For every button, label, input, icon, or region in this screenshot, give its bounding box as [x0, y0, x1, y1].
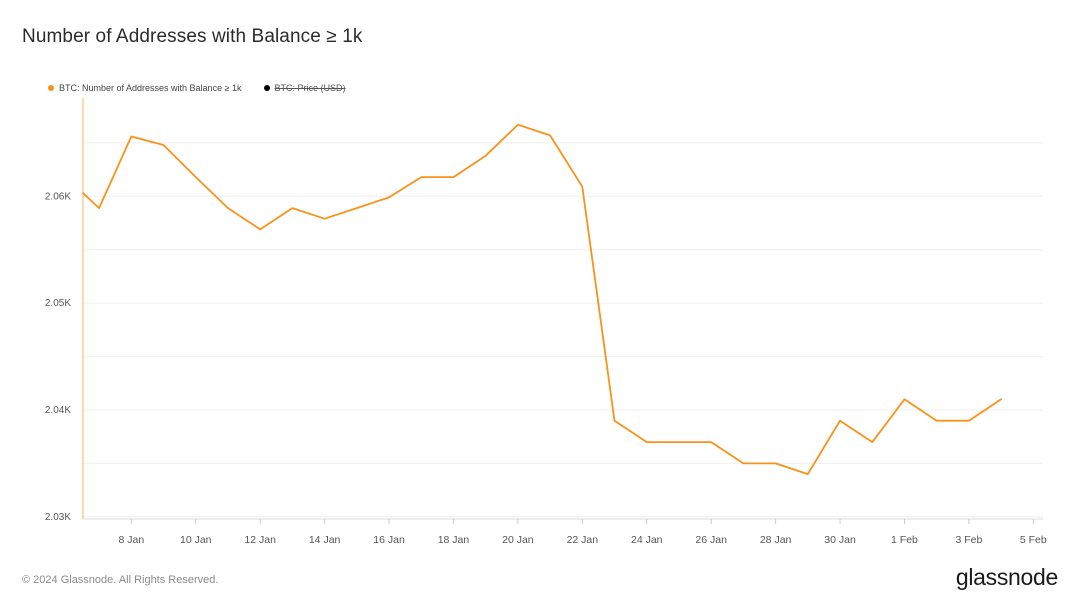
x-tick-label: 14 Jan — [309, 534, 341, 546]
x-axis: 8 Jan 10 Jan 12 Jan 14 Jan 16 Jan 18 Jan 20 Ja… — [83, 518, 1047, 546]
y-axis: 2.03K 2.04K 2.05K 2.06K — [45, 98, 84, 523]
x-tick-label: 12 Jan — [244, 534, 276, 546]
x-tick-label: 30 Jan — [824, 534, 856, 546]
grid-lines — [83, 142, 1043, 518]
x-tick-label: 5 Feb — [1020, 534, 1047, 546]
x-tick-label: 16 Jan — [373, 534, 405, 546]
copyright-text: © 2024 Glassnode. All Rights Reserved. — [22, 574, 219, 586]
legend-item-price[interactable]: BTC: Price (USD) — [263, 83, 346, 93]
x-tick-label: 3 Feb — [955, 534, 982, 546]
series-line-addresses[interactable] — [82, 123, 1002, 476]
x-tick-label: 28 Jan — [760, 534, 792, 546]
chart-title: Number of Addresses with Balance ≥ 1k — [22, 26, 363, 47]
y-tick-label: 2.03K — [45, 512, 71, 523]
legend-item-addresses[interactable]: BTC: Number of Addresses with Balance ≥ … — [48, 83, 242, 93]
x-tick-label: 20 Jan — [502, 534, 534, 546]
glassnode-logo[interactable]: glassnode — [955, 564, 1058, 590]
x-tick-label: 1 Feb — [891, 534, 918, 546]
x-tick-label: 22 Jan — [567, 534, 599, 546]
y-tick-label: 2.04K — [45, 405, 71, 416]
x-tick-label: 8 Jan — [118, 534, 144, 546]
series-layer — [82, 123, 1002, 476]
legend-dot-addresses — [48, 85, 54, 91]
legend-dot-price — [263, 85, 270, 91]
x-tick-label: 10 Jan — [180, 534, 212, 546]
x-tick-label: 26 Jan — [695, 534, 727, 546]
x-tick-label: 24 Jan — [631, 534, 663, 546]
legend-label-addresses: BTC: Number of Addresses with Balance ≥ … — [59, 83, 242, 93]
x-tick-label: 18 Jan — [438, 534, 470, 546]
chart-legend: BTC: Number of Addresses with Balance ≥ … — [48, 83, 346, 93]
y-tick-label: 2.06K — [45, 191, 71, 202]
y-tick-label: 2.05K — [45, 298, 71, 309]
legend-label-price: BTC: Price (USD) — [274, 83, 346, 93]
